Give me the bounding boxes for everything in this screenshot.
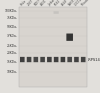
Text: -RPS14: -RPS14 [88,57,100,62]
Text: 50KDa-: 50KDa- [7,25,18,29]
FancyBboxPatch shape [54,11,59,14]
Text: K562: K562 [54,0,62,7]
Text: A431: A431 [40,0,48,7]
Text: 37KDa-: 37KDa- [7,34,18,38]
FancyBboxPatch shape [81,57,86,62]
Text: 15KDa-: 15KDa- [7,60,18,64]
FancyBboxPatch shape [47,57,52,62]
FancyBboxPatch shape [54,57,58,62]
Text: 20KDa-: 20KDa- [7,51,18,56]
FancyBboxPatch shape [34,57,38,62]
FancyBboxPatch shape [74,57,79,62]
Text: 100KDa-: 100KDa- [5,9,18,13]
Text: HeLa: HeLa [20,0,28,7]
Text: C2C12: C2C12 [74,0,84,7]
Text: 293T: 293T [27,0,35,7]
Text: MCF7: MCF7 [33,0,42,7]
FancyBboxPatch shape [66,34,73,41]
FancyBboxPatch shape [20,57,25,62]
FancyBboxPatch shape [67,57,72,62]
Text: 25KDa-: 25KDa- [7,44,18,48]
Text: A549: A549 [60,0,68,7]
Text: NIH3T3: NIH3T3 [67,0,78,7]
Bar [18,7,87,87]
Text: Jurkat: Jurkat [47,0,56,7]
Text: Mouse brain: Mouse brain [81,0,96,7]
Text: 75KDa-: 75KDa- [7,16,18,20]
FancyBboxPatch shape [61,57,65,62]
FancyBboxPatch shape [27,57,31,62]
Text: 10KDa-: 10KDa- [7,70,18,74]
FancyBboxPatch shape [40,57,45,62]
